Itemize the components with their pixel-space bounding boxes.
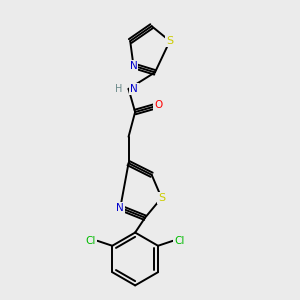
Text: N: N	[116, 203, 124, 213]
Text: N: N	[130, 61, 137, 71]
Text: O: O	[154, 100, 162, 110]
Text: S: S	[158, 193, 165, 203]
Text: Cl: Cl	[174, 236, 185, 246]
Text: Cl: Cl	[85, 236, 96, 246]
Text: S: S	[166, 36, 173, 46]
Text: H: H	[115, 84, 123, 94]
Text: N: N	[130, 84, 138, 94]
